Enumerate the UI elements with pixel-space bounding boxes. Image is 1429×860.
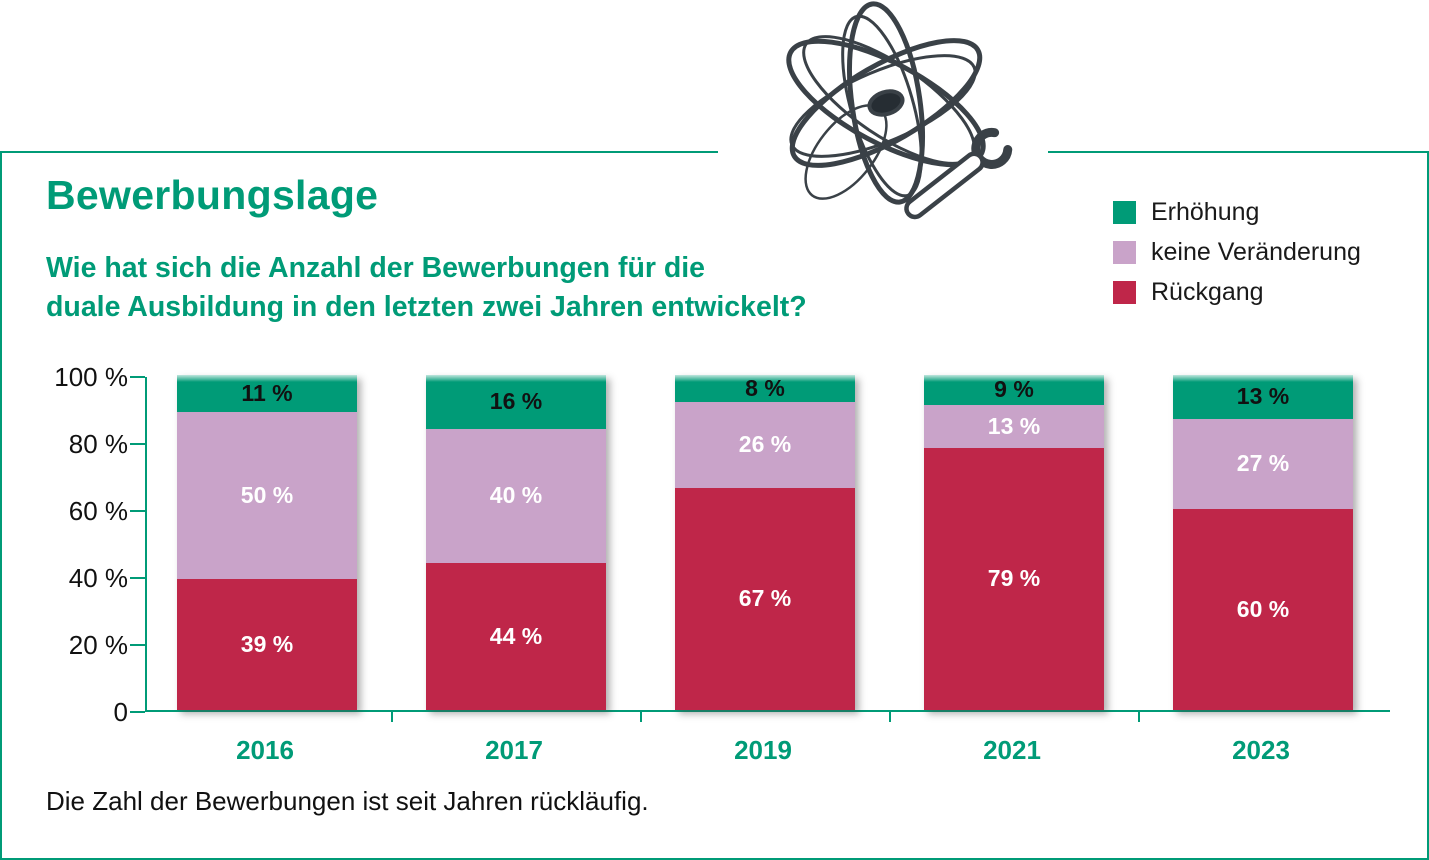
- y-axis-tick-80: [130, 443, 145, 445]
- y-axis: 100 % 80 % 60 % 40 % 20 % 0: [28, 362, 128, 727]
- segment-r-ckgang-2023: 60 %: [1173, 509, 1353, 710]
- segment-erh-hung-2017: 16 %: [426, 375, 606, 429]
- segment-value-label: 50 %: [240, 482, 294, 509]
- y-axis-tick-label-0: 0: [113, 697, 128, 727]
- segment-value-label: 13 %: [987, 412, 1041, 439]
- segment-keine-ver-nderung-2021: 13 %: [924, 404, 1104, 448]
- segment-value-label: 8 %: [745, 374, 785, 401]
- y-axis-tick-label-100: 100 %: [54, 362, 128, 392]
- segment-r-ckgang-2016: 39 %: [177, 579, 357, 710]
- legend-item-erh-hung: Erhöhung: [1113, 192, 1361, 232]
- segment-value-label: 16 %: [489, 388, 543, 415]
- legend-label-keine-ver-nderung: keine Veränderung: [1151, 237, 1361, 266]
- segment-keine-ver-nderung-2023: 27 %: [1173, 418, 1353, 509]
- plot-area: 11 % 50 % 39 % 16 % 40 % 44 % 8 % 26 % 67 % 9 % 13…: [130, 375, 1390, 722]
- y-axis-tick-40: [130, 577, 145, 579]
- x-axis-label-2019: 2019: [734, 735, 792, 765]
- segment-r-ckgang-2017: 44 %: [426, 562, 606, 710]
- legend: Erhöhung keine Veränderung Rückgang: [1113, 192, 1361, 312]
- frame-top-line-right: [1048, 151, 1429, 153]
- legend-swatch-r-ckgang: [1113, 280, 1136, 304]
- segment-value-label: 79 %: [987, 565, 1041, 592]
- segment-erh-hung-2019: 8 %: [675, 375, 855, 402]
- x-axis-tick: [390, 712, 393, 722]
- chart: 11 % 50 % 39 % 16 % 40 % 44 % 8 % 26 % 67 % 9 % 13…: [130, 375, 1390, 797]
- segment-keine-ver-nderung-2019: 26 %: [675, 401, 855, 488]
- segment-value-label: 27 %: [1236, 450, 1290, 477]
- segment-value-label: 44 %: [489, 622, 543, 649]
- bar-2023: 13 % 27 % 60 %: [1173, 375, 1353, 710]
- segment-erh-hung-2021: 9 %: [924, 375, 1104, 405]
- segment-keine-ver-nderung-2017: 40 %: [426, 428, 606, 563]
- frame-top-line-left: [0, 151, 718, 153]
- x-axis-tick: [888, 712, 891, 722]
- legend-swatch-erh-hung: [1113, 200, 1136, 224]
- chart-question-line2: duale Ausbildung in den letzten zwei Jah…: [46, 291, 807, 324]
- x-axis-label-2016: 2016: [236, 735, 294, 765]
- chart-question: Wie hat sich die Anzahl der Bewerbungen …: [46, 249, 807, 328]
- legend-item-keine-ver-nderung: keine Veränderung: [1113, 232, 1361, 272]
- segment-value-label: 9 %: [994, 376, 1034, 403]
- x-axis-label-2017: 2017: [485, 735, 543, 765]
- legend-swatch-keine-ver-nderung: [1113, 240, 1136, 264]
- segment-value-label: 39 %: [240, 631, 294, 658]
- segment-erh-hung-2023: 13 %: [1173, 375, 1353, 419]
- segment-r-ckgang-2019: 67 %: [675, 487, 855, 710]
- x-axis-tick: [1137, 712, 1140, 722]
- segment-value-label: 67 %: [738, 585, 792, 612]
- y-axis-tick-0: [130, 711, 145, 713]
- legend-item-r-ckgang: Rückgang: [1113, 272, 1361, 312]
- segment-keine-ver-nderung-2016: 50 %: [177, 411, 357, 580]
- footnote: Die Zahl der Bewerbungen ist seit Jahren…: [46, 786, 649, 816]
- x-axis-label-2021: 2021: [983, 735, 1041, 765]
- segment-value-label: 40 %: [489, 482, 543, 509]
- y-axis-tick-label-40: 40 %: [68, 563, 128, 593]
- legend-label-erh-hung: Erhöhung: [1151, 197, 1260, 226]
- legend-label-r-ckgang: Rückgang: [1151, 277, 1264, 306]
- bar-2016: 11 % 50 % 39 %: [177, 375, 357, 710]
- page-title: Bewerbungslage: [46, 172, 379, 218]
- chart-question-line1: Wie hat sich die Anzahl der Bewerbungen …: [46, 252, 706, 284]
- y-axis-tick-label-80: 80 %: [68, 429, 128, 459]
- y-axis-tick-label-20: 20 %: [68, 630, 128, 660]
- x-axis-label-2023: 2023: [1232, 735, 1290, 765]
- y-axis-tick-label-60: 60 %: [68, 496, 128, 526]
- atom-wrench-illustration: [786, 1, 1013, 220]
- bar-2021: 9 % 13 % 79 %: [924, 375, 1104, 710]
- bar-2019: 8 % 26 % 67 %: [675, 375, 855, 710]
- segment-value-label: 11 %: [241, 379, 293, 406]
- y-axis-tick-100: [130, 376, 145, 378]
- segment-value-label: 26 %: [738, 431, 792, 458]
- segment-value-label: 60 %: [1236, 596, 1290, 622]
- bar-2017: 16 % 40 % 44 %: [426, 375, 606, 710]
- segment-erh-hung-2016: 11 %: [177, 375, 357, 412]
- y-axis-tick-60: [130, 510, 145, 512]
- x-axis-tick: [639, 712, 642, 722]
- segment-value-label: 13 %: [1236, 383, 1290, 410]
- segment-r-ckgang-2021: 79 %: [924, 447, 1104, 710]
- frame-border: [0, 151, 1429, 860]
- y-axis-tick-20: [130, 644, 145, 646]
